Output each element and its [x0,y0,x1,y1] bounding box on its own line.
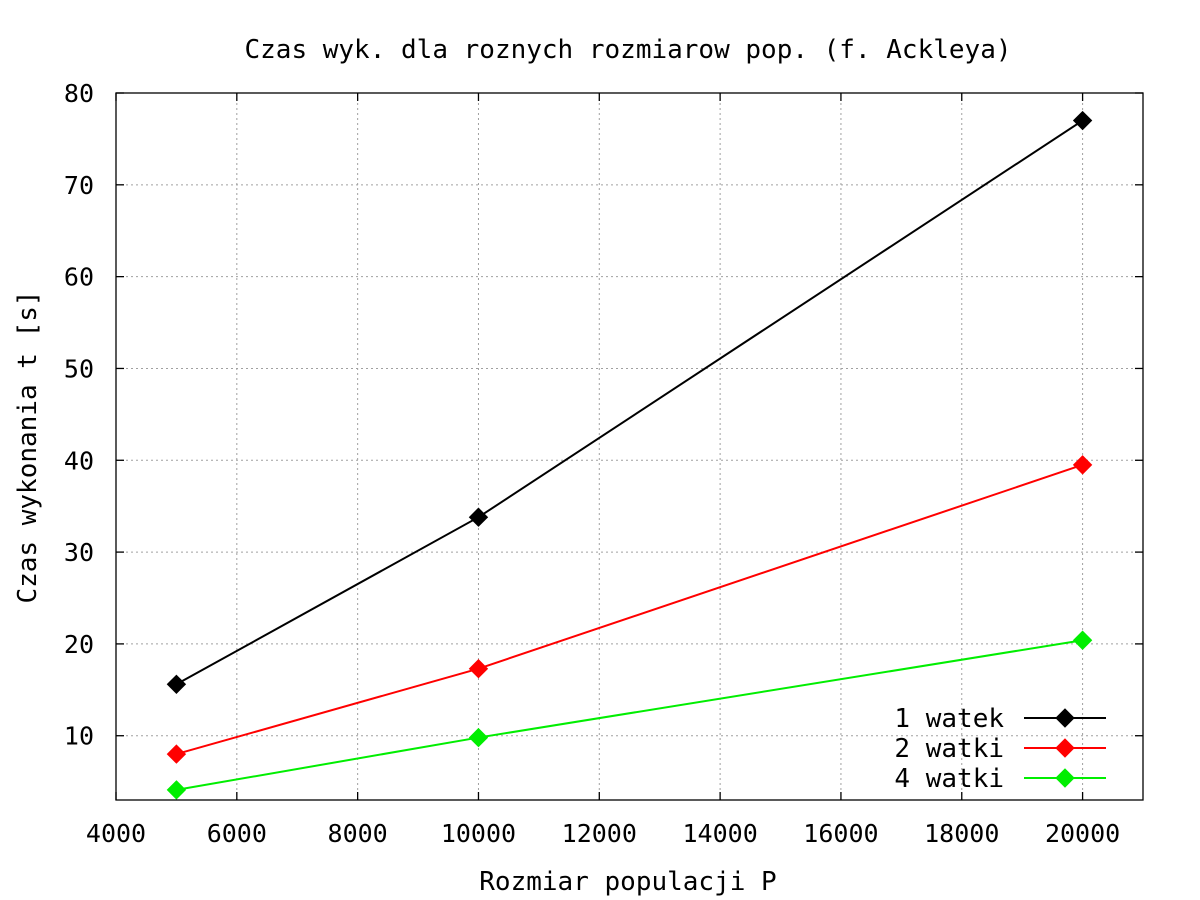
y-tick-label: 80 [64,79,94,108]
data-point [166,780,187,800]
x-tick-label: 16000 [803,819,878,848]
grid [116,93,1143,800]
x-axis-label: Rozmiar populacji P [479,867,776,897]
x-tick-label: 14000 [682,819,757,848]
x-tick-label: 4000 [86,819,146,848]
y-tick-label: 70 [64,171,94,200]
legend-label: 2 watki [894,734,1004,764]
legend-marker [1055,738,1075,758]
legend-label: 4 watki [894,764,1004,794]
series-layer [166,110,1093,800]
x-tick-label: 12000 [562,819,637,848]
legend-marker [1055,708,1075,728]
legend-entry: 4 watki [894,764,1106,794]
series-1 [166,110,1093,695]
y-axis-label: Czas wykonania t [s] [13,290,43,603]
y-tick-label: 50 [64,354,94,383]
x-tick-label: 20000 [1045,819,1120,848]
y-tick-label: 40 [64,446,94,475]
series-3 [166,630,1093,800]
x-tick-label: 8000 [328,819,388,848]
data-point [1072,630,1093,650]
x-tick-label: 6000 [207,819,267,848]
series-2 [166,455,1093,764]
legend-marker [1055,768,1075,788]
series-line [175,119,1084,686]
y-tick-label: 10 [64,722,94,751]
y-tick-label: 30 [64,538,94,567]
data-point [468,507,489,527]
data-point [1072,455,1093,475]
plot-frame [115,92,1144,801]
legend-entry: 1 watek [894,704,1106,734]
data-point [166,674,187,695]
data-point [1072,110,1093,131]
x-tick-label: 10000 [441,819,516,848]
legend-label: 1 watek [894,704,1004,734]
y-tick-label: 20 [64,630,94,659]
chart-title: Czas wyk. dla roznych rozmiarow pop. (f.… [244,35,1011,65]
axis-ticks: 4000 6000 8000 10000 12000 14000 16000 18000 200… [64,79,1143,848]
data-point [468,727,489,748]
x-tick-label: 18000 [924,819,999,848]
data-point [468,658,489,679]
data-point [166,744,187,764]
y-tick-label: 60 [64,263,94,292]
legend-entry: 2 watki [894,734,1106,764]
